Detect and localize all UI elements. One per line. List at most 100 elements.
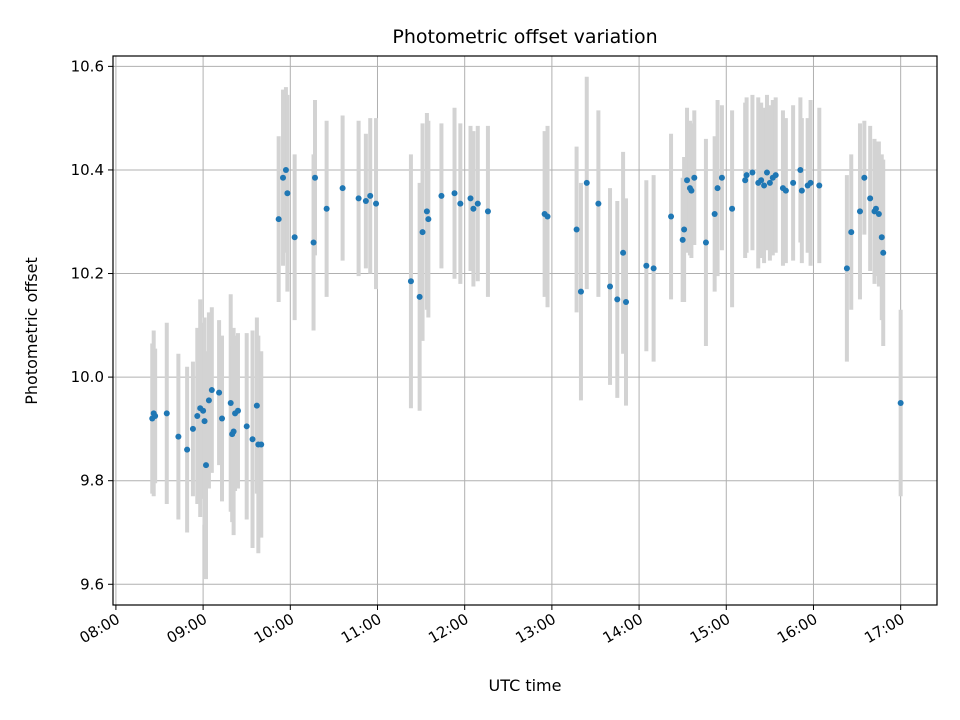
data-point [843,265,850,272]
x-axis-label: UTC time [489,676,562,695]
data-point [743,172,750,179]
chart-title: Photometric offset variation [392,26,657,48]
data-point [474,200,481,207]
data-point [595,200,602,207]
data-point [373,200,380,207]
data-point [284,190,291,197]
data-point [867,195,874,202]
data-point [218,415,225,422]
data-point [782,187,789,194]
data-point [607,283,614,290]
data-point [407,278,414,285]
data-point [175,433,182,440]
data-point [258,441,265,448]
y-axis-label: Photometric offset [22,257,41,405]
data-point [425,216,432,223]
data-point [419,229,426,236]
data-point [470,205,477,212]
data-point [711,210,718,217]
data-point [872,205,879,212]
data-point [457,200,464,207]
data-point [620,249,627,256]
data-point [243,423,250,430]
data-point [797,166,804,173]
data-point [163,410,170,417]
data-point [484,208,491,215]
data-point [280,174,287,181]
data-point [880,249,887,256]
y-tick-label: 10.4 [71,161,104,179]
y-tick-label: 10.2 [71,265,104,283]
data-point [577,288,584,295]
data-point [702,239,709,246]
data-point [203,462,210,469]
data-point [282,166,289,173]
y-tick-label: 10.6 [71,57,104,75]
data-point [423,208,430,215]
data-point [544,213,551,220]
data-point [668,213,675,220]
data-point [253,402,260,409]
data-point [623,299,630,306]
data-point [184,446,191,453]
data-point [573,226,580,233]
data-point [234,407,241,414]
data-point [201,418,208,425]
data-point [467,195,474,202]
y-tick-label: 10.0 [71,368,104,386]
data-point [688,187,695,194]
data-point [205,397,212,404]
data-point [614,296,621,303]
data-point [416,293,423,300]
data-point [878,234,885,241]
data-point [772,172,779,179]
data-points [149,166,904,469]
data-point [761,182,768,189]
data-point [362,198,369,205]
data-point [848,229,855,236]
data-point [684,177,691,184]
data-point [643,262,650,269]
grid [113,56,937,605]
data-point [729,205,736,212]
data-point [583,179,590,186]
data-point [749,169,756,176]
data-point [312,174,319,181]
data-point [451,190,458,197]
data-point [763,169,770,176]
data-point [194,412,201,419]
data-point [355,195,362,202]
data-point [227,400,234,407]
data-point [152,412,159,419]
data-point [798,187,805,194]
data-point [897,400,904,407]
data-point [875,210,882,217]
data-point [718,174,725,181]
data-point [438,192,445,199]
data-point [230,428,237,435]
y-axis-ticks: 9.6 9.8 10.0 10.2 10.4 10.6 [71,57,113,593]
data-point [766,179,773,186]
data-point [291,234,298,241]
data-point [339,185,346,192]
data-point [249,436,256,443]
data-point [200,407,207,414]
data-point [208,387,215,394]
y-tick-label: 9.6 [80,575,104,593]
plot-frame [112,55,938,606]
data-point [367,192,374,199]
data-point [856,208,863,215]
data-point [216,389,223,396]
data-point [323,205,330,212]
data-point [861,174,868,181]
data-point [790,179,797,186]
data-point [275,216,282,223]
data-point [189,425,196,432]
data-point [650,265,657,272]
data-point [807,179,814,186]
y-tick-label: 9.8 [80,472,104,490]
data-point [742,177,749,184]
data-point [681,226,688,233]
